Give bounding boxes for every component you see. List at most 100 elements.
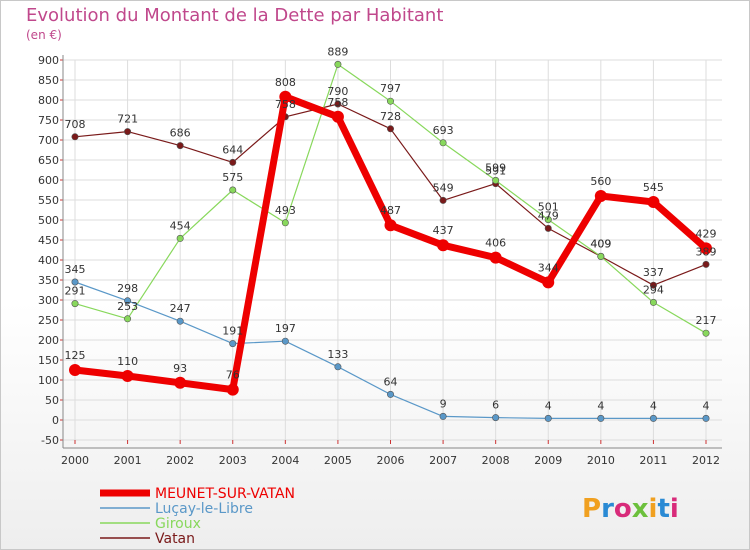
data-label-meunet-sur-vatan: 487: [380, 204, 401, 217]
data-label-giroux: 454: [170, 219, 191, 232]
legend-label-lu-ay-le-libre: Luçay-le-Libre: [155, 501, 253, 517]
data-point-lu-ay-le-libre: [439, 412, 447, 420]
x-tick-label: 2008: [482, 454, 510, 467]
data-point-giroux: [649, 298, 657, 306]
y-tick-label: 600: [38, 174, 59, 187]
chart-subtitle: (en €): [26, 28, 62, 42]
data-label-giroux: 501: [538, 201, 559, 214]
data-label-meunet-sur-vatan: 560: [590, 175, 611, 188]
data-label-lu-ay-le-libre: 345: [65, 263, 86, 276]
x-tick-label: 2009: [534, 454, 562, 467]
data-label-vatan: 389: [696, 245, 717, 258]
data-point-meunet-sur-vatan: [594, 190, 607, 202]
data-label-vatan: 758: [275, 98, 296, 111]
data-label-giroux: 217: [696, 314, 717, 327]
data-point-lu-ay-le-libre: [334, 363, 342, 371]
data-point-giroux: [702, 329, 710, 337]
data-point-vatan: [334, 100, 342, 108]
data-label-giroux: 291: [65, 285, 86, 298]
data-point-giroux: [492, 176, 500, 184]
x-tick-label: 2000: [61, 454, 89, 467]
legend: MEUNET-SUR-VATANLuçay-le-LibreGirouxVata…: [100, 486, 295, 547]
data-labels: 708 7216866447587907285495914794093373892…: [65, 45, 717, 412]
data-point-meunet-sur-vatan: [121, 370, 134, 382]
data-label-vatan: 337: [643, 266, 664, 279]
data-label-vatan: 721: [117, 113, 138, 126]
data-point-giroux: [281, 219, 289, 227]
proxiti-logo: Proxiti: [582, 494, 679, 524]
x-tick-label: 2011: [639, 454, 667, 467]
y-tick-label: -50: [41, 434, 59, 447]
data-label-meunet-sur-vatan: 808: [275, 76, 296, 89]
data-point-meunet-sur-vatan: [69, 364, 81, 376]
data-label-lu-ay-le-libre: 64: [384, 375, 398, 388]
data-label-lu-ay-le-libre: 298: [117, 282, 138, 295]
data-point-lu-ay-le-libre: [229, 340, 237, 348]
data-point-giroux: [597, 252, 605, 260]
x-tick-label: 2003: [219, 454, 247, 467]
data-label-vatan: 790: [327, 85, 348, 98]
data-label-vatan: 479: [538, 209, 559, 222]
data-label-meunet-sur-vatan: 344: [538, 261, 559, 274]
axes: -50 0 50 100 150 200 250 300 350 400 450 500 550 600 6…: [38, 54, 722, 467]
data-point-vatan: [176, 142, 184, 150]
data-label-vatan: 549: [433, 181, 454, 194]
data-point-vatan: [544, 224, 552, 232]
y-tick-label: 700: [38, 134, 59, 147]
data-point-vatan: [702, 260, 710, 268]
data-point-giroux: [229, 186, 237, 194]
y-tick-label: 0: [52, 414, 59, 427]
data-point-lu-ay-le-libre: [281, 337, 289, 345]
data-label-giroux: 294: [643, 283, 664, 296]
data-point-giroux: [386, 97, 394, 105]
chart-title: Evolution du Montant de la Dette par Hab…: [26, 5, 443, 26]
y-tick-label: 900: [38, 54, 59, 67]
data-point-meunet-sur-vatan: [437, 239, 450, 252]
data-label-meunet-sur-vatan: 437: [433, 224, 454, 237]
legend-label-vatan: Vatan: [155, 531, 195, 547]
data-point-giroux: [124, 315, 132, 323]
svg-text:Proxiti: Proxiti: [582, 494, 679, 524]
data-label-lu-ay-le-libre: 133: [327, 348, 348, 361]
data-point-vatan: [649, 281, 657, 289]
data-label-vatan: 644: [222, 143, 243, 156]
x-tick-label: 2001: [114, 454, 142, 467]
data-label-meunet-sur-vatan: 110: [117, 355, 138, 368]
data-label-meunet-sur-vatan: 76: [226, 369, 240, 382]
data-point-meunet-sur-vatan: [279, 90, 292, 103]
y-tick-label: 100: [38, 374, 59, 387]
x-tick-label: 2005: [324, 454, 352, 467]
data-label-meunet-sur-vatan: 406: [485, 237, 506, 250]
data-label-meunet-sur-vatan: 758: [327, 96, 348, 109]
y-tick-label: 550: [38, 194, 59, 207]
data-label-giroux: 253: [117, 300, 138, 313]
data-point-lu-ay-le-libre: [71, 278, 79, 286]
data-point-giroux: [544, 216, 552, 224]
data-label-giroux: 493: [275, 204, 296, 217]
data-label-meunet-sur-vatan: 429: [696, 227, 717, 240]
y-tick-label: 250: [38, 314, 59, 327]
data-point-lu-ay-le-libre: [386, 390, 394, 398]
data-label-lu-ay-le-libre: 247: [170, 302, 191, 315]
data-label-lu-ay-le-libre: 9: [440, 397, 447, 410]
y-tick-label: 450: [38, 234, 59, 247]
y-tick-label: 850: [38, 74, 59, 87]
data-point-meunet-sur-vatan: [384, 219, 397, 232]
data-label-vatan: 686: [170, 127, 191, 140]
data-label-giroux: 599: [485, 161, 506, 174]
data-label-lu-ay-le-libre: 4: [545, 399, 552, 412]
data-label-vatan: 591: [485, 165, 506, 178]
data-point-giroux: [334, 60, 342, 68]
series-lines: [69, 60, 712, 422]
data-point-meunet-sur-vatan: [542, 276, 555, 289]
data-label-lu-ay-le-libre: 4: [597, 399, 604, 412]
data-point-meunet-sur-vatan: [700, 242, 712, 255]
data-label-lu-ay-le-libre: 197: [275, 322, 296, 335]
data-point-giroux: [439, 139, 447, 147]
legend-label-meunet-sur-vatan: MEUNET-SUR-VATAN: [155, 486, 295, 502]
data-point-vatan: [229, 158, 237, 166]
y-tick-label: 300: [38, 294, 59, 307]
data-point-vatan: [71, 133, 79, 141]
